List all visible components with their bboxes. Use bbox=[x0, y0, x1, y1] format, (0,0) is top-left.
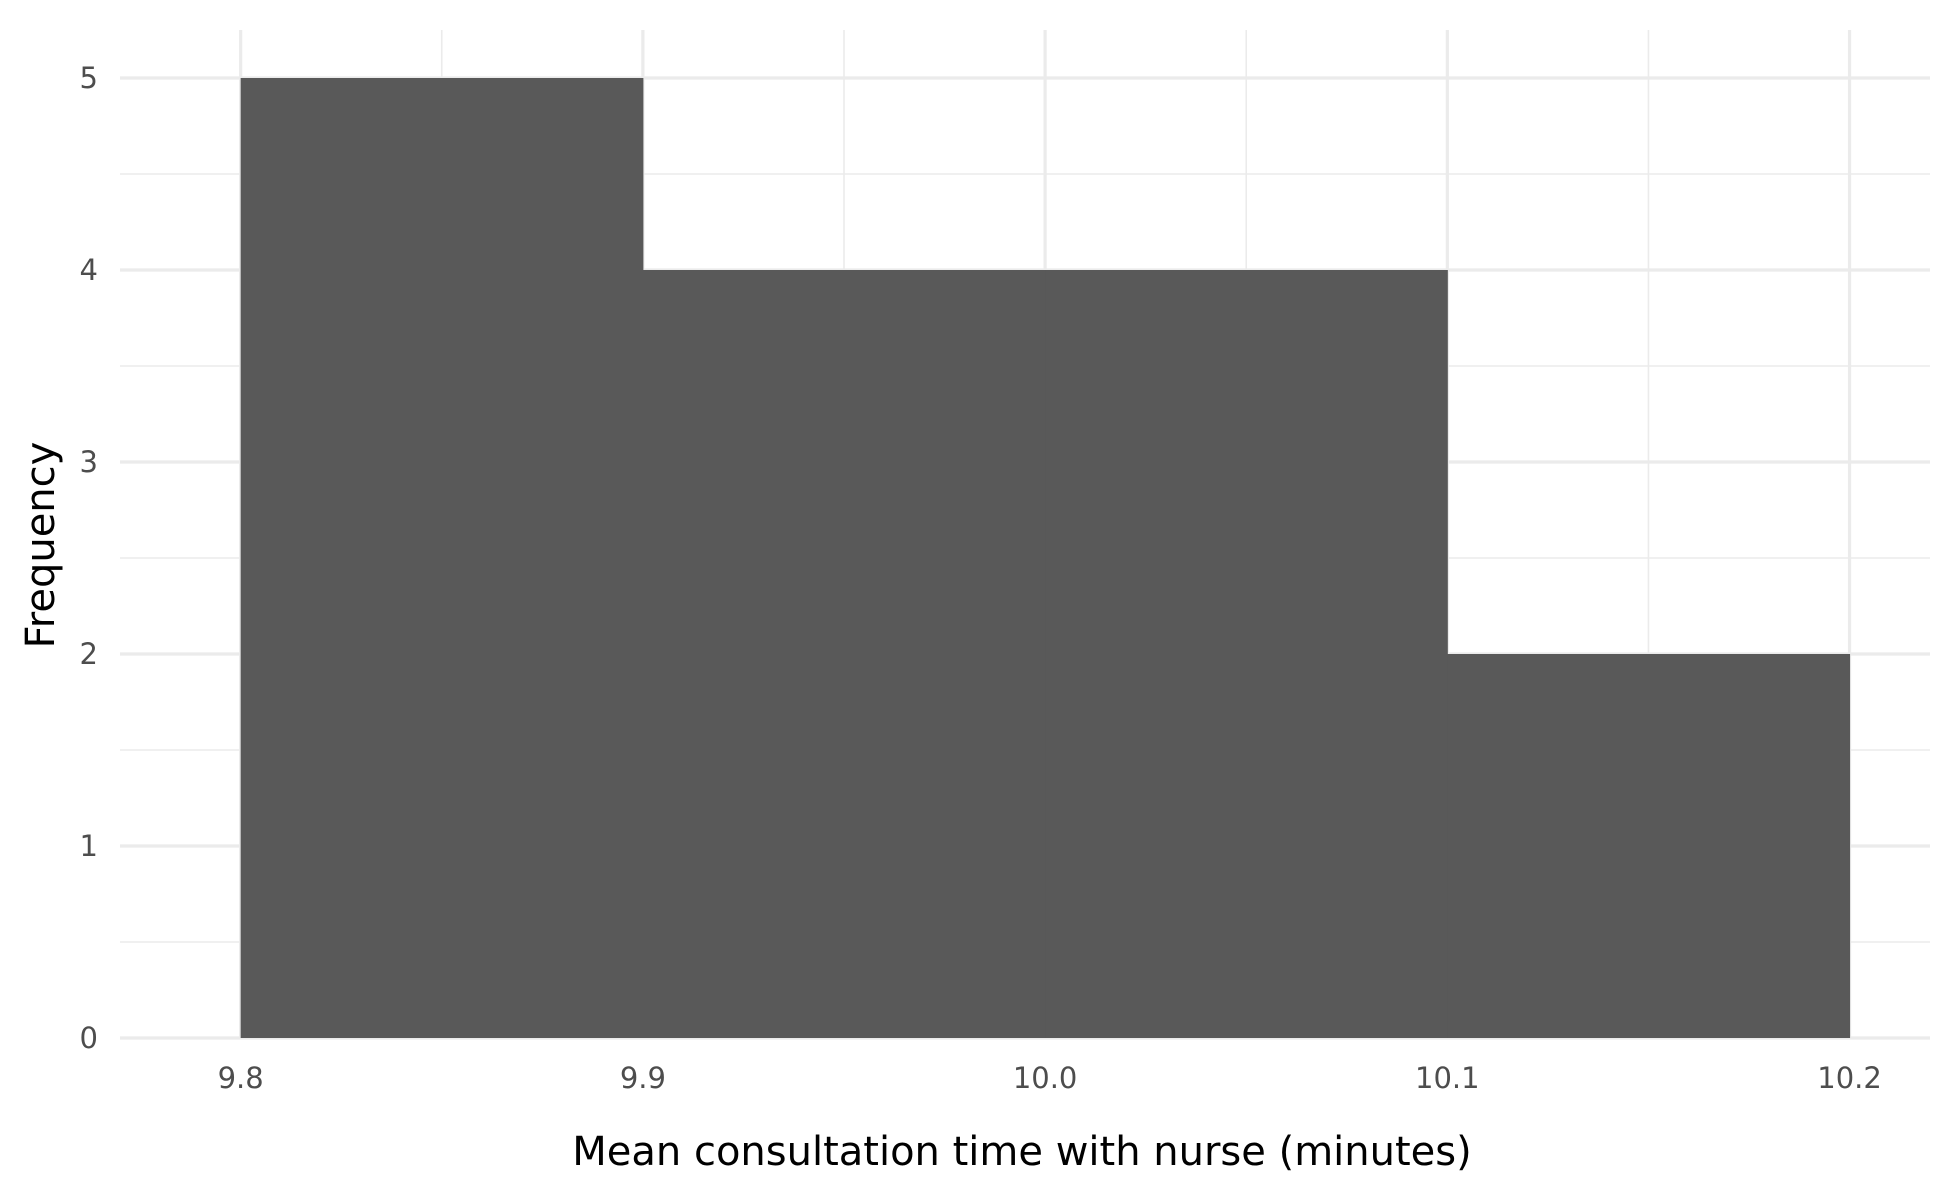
x-tick-label: 10.0 bbox=[1013, 1061, 1078, 1095]
y-tick-label: 2 bbox=[80, 637, 98, 671]
histogram-bar-3 bbox=[1045, 270, 1448, 1038]
x-axis-title: Mean consultation time with nurse (minut… bbox=[572, 1129, 1471, 1175]
x-axis-tick-labels: 9.8 9.9 10.0 10.1 10.2 bbox=[218, 1061, 1882, 1095]
x-tick-label: 9.9 bbox=[620, 1061, 666, 1095]
y-tick-label: 0 bbox=[80, 1021, 98, 1055]
y-axis-title: Frequency bbox=[18, 442, 64, 649]
y-tick-label: 4 bbox=[80, 253, 98, 287]
histogram-bar-4 bbox=[1447, 654, 1851, 1038]
histogram-bar-1 bbox=[240, 78, 644, 1038]
histogram-bar-2 bbox=[642, 270, 1046, 1038]
histogram-bars bbox=[240, 78, 1851, 1038]
y-tick-label: 1 bbox=[80, 829, 98, 863]
y-tick-label: 5 bbox=[80, 61, 98, 95]
y-axis-tick-labels: 0 1 2 3 4 5 bbox=[80, 61, 98, 1055]
x-tick-label: 9.8 bbox=[218, 1061, 264, 1095]
x-tick-label: 10.1 bbox=[1415, 1061, 1480, 1095]
y-tick-label: 3 bbox=[80, 445, 98, 479]
x-tick-label: 10.2 bbox=[1817, 1061, 1882, 1095]
